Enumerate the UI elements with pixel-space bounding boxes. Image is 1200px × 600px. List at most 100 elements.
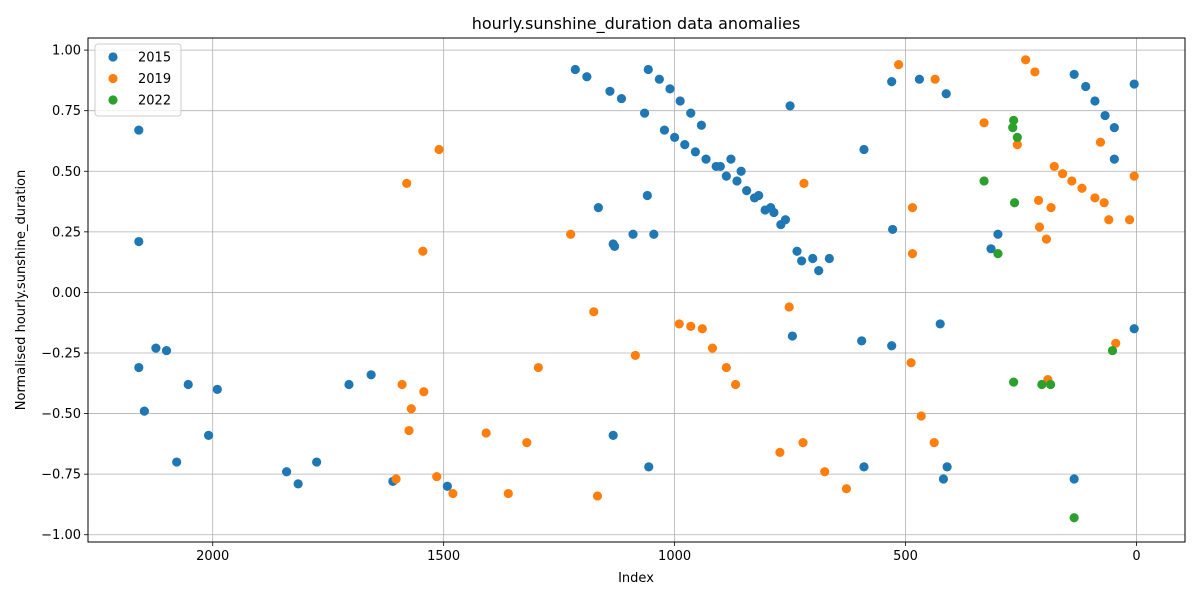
- data-point-2019: [418, 246, 428, 256]
- y-tick-label: 0.00: [52, 286, 81, 301]
- data-point-2015: [134, 362, 144, 373]
- data-point-2015: [183, 379, 193, 390]
- data-point-2015: [1069, 69, 1079, 79]
- data-point-2015: [1100, 110, 1110, 121]
- data-point-2019: [784, 302, 794, 312]
- data-point-2015: [797, 256, 807, 266]
- legend-marker: [108, 73, 118, 84]
- data-point-2019: [592, 491, 603, 501]
- x-tick-label: 500: [893, 549, 918, 564]
- data-point-2015: [570, 64, 580, 75]
- y-tick-label: 1.00: [52, 44, 81, 59]
- y-tick-label: −0.75: [41, 468, 81, 483]
- data-point-2015: [1090, 96, 1100, 106]
- data-point-2015: [736, 166, 746, 176]
- data-point-2015: [344, 379, 354, 390]
- data-point-2015: [780, 215, 791, 225]
- data-point-2019: [820, 467, 830, 477]
- data-point-2015: [769, 207, 779, 218]
- data-point-2022: [1045, 379, 1056, 390]
- data-point-2019: [775, 447, 785, 457]
- data-point-2015: [212, 384, 222, 394]
- data-point-2019: [1099, 198, 1109, 208]
- data-point-2019: [1077, 183, 1087, 193]
- data-point-2015: [938, 474, 949, 484]
- data-point-2019: [404, 425, 414, 436]
- data-point-2015: [649, 229, 659, 239]
- data-point-2019: [1021, 55, 1031, 65]
- data-point-2019: [448, 488, 458, 499]
- data-point-2015: [639, 108, 650, 118]
- data-point-2015: [654, 74, 664, 84]
- data-point-2015: [1129, 79, 1139, 89]
- data-point-2022: [1009, 198, 1020, 208]
- data-point-2015: [616, 93, 627, 104]
- y-tick-label: 0.25: [52, 225, 81, 240]
- data-point-2019: [503, 488, 513, 499]
- data-point-2015: [887, 341, 897, 351]
- data-point-2019: [1033, 195, 1044, 205]
- data-point-2015: [942, 462, 952, 472]
- data-point-2019: [979, 118, 989, 128]
- data-point-2015: [670, 132, 680, 142]
- y-axis-label: Normalised hourly.sunshine_duration: [14, 170, 29, 410]
- data-point-2019: [1104, 215, 1114, 225]
- data-point-2019: [929, 438, 939, 448]
- data-point-2019: [1012, 140, 1022, 150]
- data-point-2015: [986, 244, 996, 254]
- data-point-2015: [935, 319, 945, 329]
- data-point-2019: [1057, 169, 1068, 179]
- data-point-2022: [1069, 513, 1079, 523]
- x-tick-label: 1000: [658, 549, 691, 564]
- data-point-2019: [1090, 193, 1100, 203]
- data-point-2015: [605, 86, 615, 96]
- data-point-2015: [792, 246, 802, 256]
- data-point-2015: [659, 125, 670, 135]
- data-point-2015: [742, 186, 752, 196]
- data-point-2019: [1046, 203, 1056, 213]
- data-point-2019: [1124, 215, 1135, 225]
- data-point-2015: [643, 64, 653, 75]
- data-point-2015: [675, 96, 685, 106]
- data-point-2019: [906, 358, 916, 368]
- data-point-2015: [1109, 123, 1119, 133]
- data-point-2015: [1069, 474, 1079, 484]
- data-point-2015: [665, 84, 675, 94]
- data-point-2015: [686, 108, 696, 118]
- data-point-2019: [1067, 176, 1077, 186]
- data-point-2019: [402, 178, 412, 188]
- data-point-2019: [1034, 222, 1045, 232]
- data-point-2019: [674, 319, 684, 329]
- data-point-2015: [312, 457, 322, 467]
- data-point-2015: [203, 430, 214, 440]
- data-point-2015: [701, 154, 711, 164]
- data-point-2022: [1107, 345, 1118, 356]
- data-point-2015: [644, 462, 654, 472]
- data-point-2019: [907, 249, 918, 259]
- legend: 2015 2019 2022: [94, 43, 182, 117]
- data-point-2019: [397, 379, 407, 390]
- data-point-2022: [1009, 115, 1019, 125]
- data-point-2015: [690, 147, 700, 157]
- x-tick-label: 2000: [196, 549, 229, 564]
- data-point-2019: [481, 428, 491, 438]
- data-point-2015: [582, 72, 592, 82]
- y-tick-label: −1.00: [41, 528, 81, 543]
- data-point-2019: [522, 438, 532, 448]
- y-tick-label: 0.50: [52, 165, 81, 180]
- data-point-2015: [914, 74, 925, 84]
- data-point-2015: [642, 190, 652, 201]
- data-point-2015: [680, 140, 690, 150]
- data-point-2015: [721, 171, 731, 181]
- data-point-2015: [609, 241, 620, 251]
- data-point-2015: [151, 343, 161, 353]
- data-point-2019: [1111, 338, 1121, 348]
- data-point-2015: [282, 467, 292, 477]
- data-point-2019: [1041, 234, 1052, 244]
- data-point-2015: [808, 253, 818, 264]
- data-point-2015: [134, 236, 144, 247]
- data-point-2015: [785, 101, 795, 111]
- data-point-2019: [589, 307, 599, 317]
- data-point-2022: [979, 176, 989, 186]
